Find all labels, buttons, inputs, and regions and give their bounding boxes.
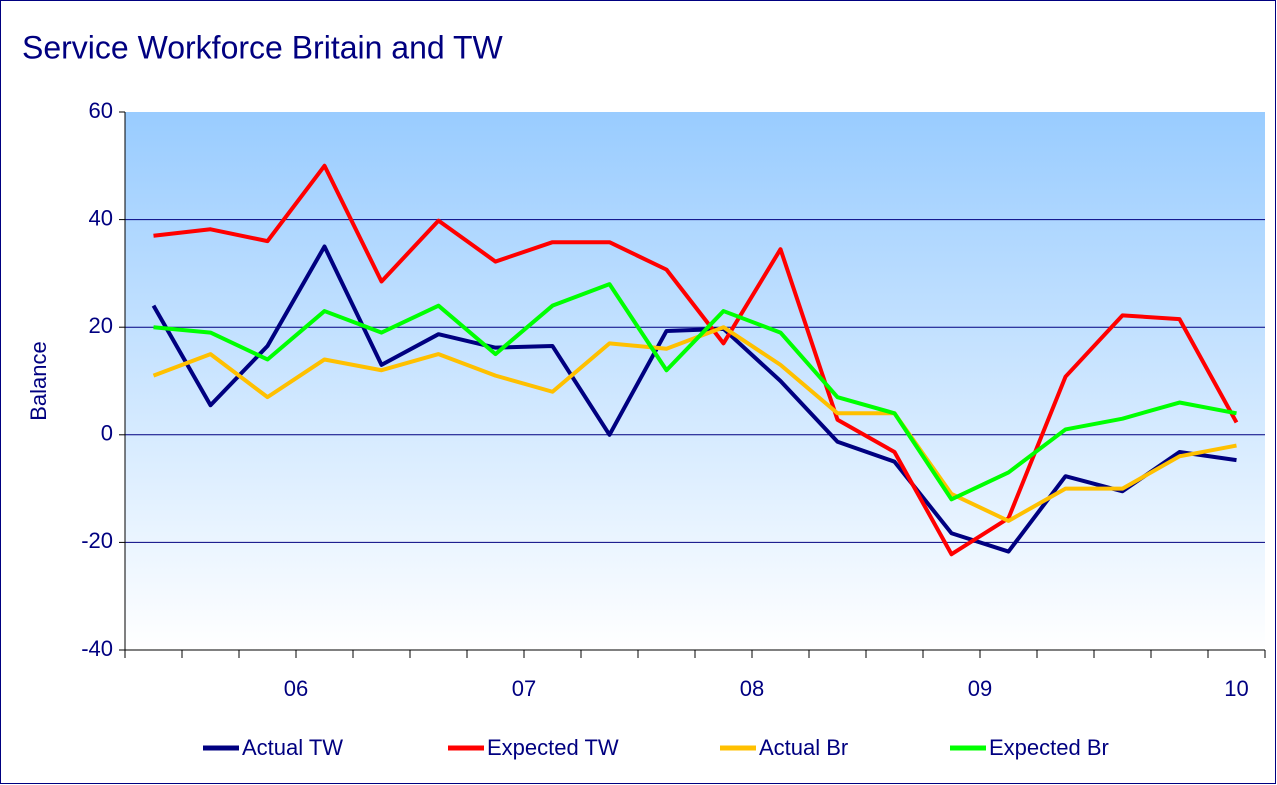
legend-label: Expected TW [487,735,619,760]
x-tick-label: 06 [284,676,308,701]
y-tick-label: -20 [81,528,113,553]
plot-area [125,112,1265,650]
legend-label: Actual Br [759,735,848,760]
y-tick-label: 20 [89,313,113,338]
chart-title: Service Workforce Britain and TW [22,29,504,65]
y-tick-label: 0 [101,421,113,446]
series-line [151,244,1237,554]
x-tick-label: 09 [968,676,992,701]
y-tick-label: 40 [89,205,113,230]
x-tick-label: 08 [740,676,764,701]
legend-label: Actual TW [242,735,343,760]
y-tick-label: -40 [81,636,113,661]
x-tick-label: 07 [512,676,536,701]
y-axis-label: Balance [26,341,51,421]
x-tick-label: 10 [1224,676,1248,701]
series-line [153,282,1237,502]
series-line [153,163,1239,557]
legend-label: Expected Br [989,735,1109,760]
y-tick-label: 60 [89,98,113,123]
